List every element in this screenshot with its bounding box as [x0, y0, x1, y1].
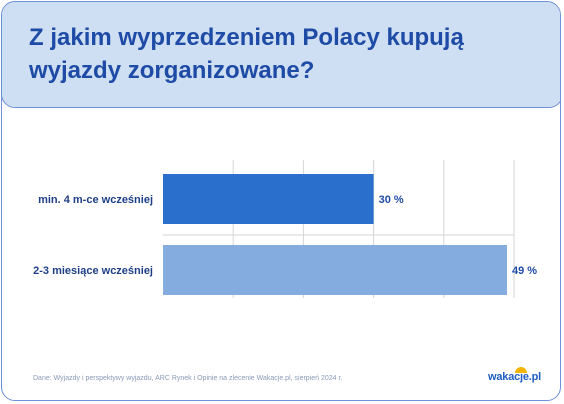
data-label: 30 % [379, 194, 404, 206]
sun-icon [515, 367, 527, 373]
category-label: 2-3 miesiące wcześniej [33, 265, 153, 277]
data-label: 49 % [512, 265, 537, 277]
category-label: min. 4 m-ce wcześniej [38, 194, 153, 206]
source-note: Dane: Wyjazdy i perspektywy wyjazdu, ARC… [33, 375, 343, 382]
bar-chart: min. 4 m-ce wcześniej 30 % 2-3 miesiące wc… [33, 160, 537, 298]
wakacje-logo: wakacje.pl [488, 367, 542, 383]
page-title: Z jakim wyprzedzeniem Polacy kupują wyja… [29, 24, 464, 84]
header-panel: Z jakim wyprzedzeniem Polacy kupują wyja… [2, 2, 560, 108]
bar-1 [163, 174, 374, 224]
bar-2 [163, 245, 507, 295]
logo-text: wakacje.pl [488, 371, 542, 383]
